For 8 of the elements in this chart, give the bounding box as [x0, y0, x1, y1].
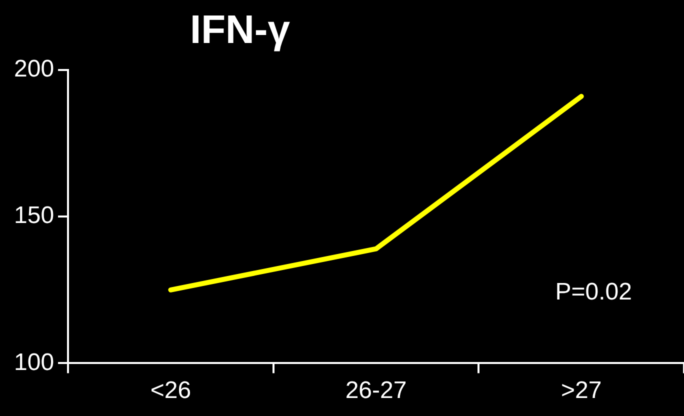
chart-title: IFN-γ	[190, 8, 290, 53]
x-tick-label: <26	[150, 377, 192, 404]
y-tick-label: 150	[14, 202, 54, 230]
x-tick-label: >27	[560, 377, 602, 404]
x-tick-label: 26-27	[345, 377, 407, 404]
y-tick-label: 100	[14, 348, 54, 376]
annotation: P=0.02	[555, 278, 632, 306]
y-tick-label: 200	[14, 56, 54, 83]
